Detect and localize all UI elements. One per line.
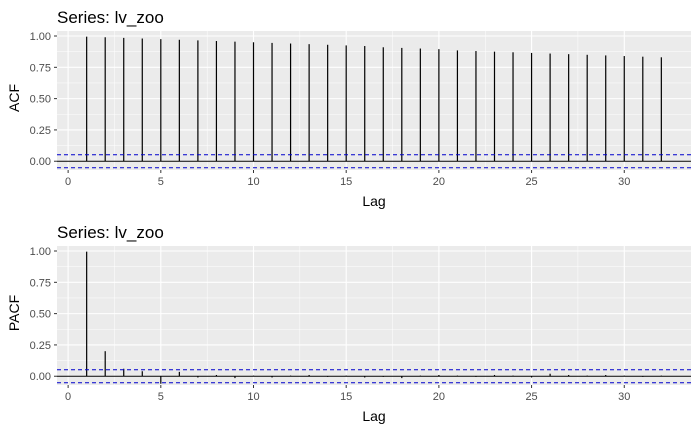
- acf-x-tick-label: 10: [247, 176, 259, 188]
- pacf-x-axis-label: Lag: [362, 408, 385, 424]
- pacf-y-tick-label: 0.00: [30, 371, 51, 383]
- acf-x-tick-label: 5: [158, 176, 164, 188]
- pacf-x-tick-label: 20: [433, 391, 445, 403]
- acf-x-tick-label: 30: [618, 176, 630, 188]
- acf-x-tick-label: 25: [525, 176, 537, 188]
- acf-x-tick-label: 0: [65, 176, 71, 188]
- acf-y-tick-label: 1.00: [30, 31, 51, 43]
- acf-x-axis-label: Lag: [362, 193, 385, 209]
- acf-y-tick-label: 0.00: [30, 156, 51, 168]
- acf-y-tick-label: 0.75: [30, 62, 51, 74]
- acf-plot: Series: lv_zoo Lag ACF 0.00 0.25 0.50 0.75 1…: [6, 8, 691, 209]
- pacf-y-axis-label: PACF: [6, 295, 22, 331]
- pacf-x-tick-label: 5: [158, 391, 164, 403]
- pacf-y-tick-label: 0.25: [30, 340, 51, 352]
- acf-plot-title: Series: lv_zoo: [57, 8, 164, 27]
- pacf-y-tick-label: 1.00: [30, 246, 51, 258]
- pacf-plot: Series: lv_zoo Lag PACF 0.00 0.25 0.50 0.75…: [6, 223, 691, 424]
- acf-y-axis-label: ACF: [6, 84, 22, 112]
- acf-y-tick-label: 0.50: [30, 94, 51, 106]
- pacf-x-tick-label: 0: [65, 391, 71, 403]
- pacf-y-tick-label: 0.50: [30, 309, 51, 321]
- pacf-panel-background: [57, 246, 691, 385]
- acf-panel-background: [57, 31, 691, 170]
- pacf-x-tick-label: 15: [340, 391, 352, 403]
- acf-y-tick-label: 0.25: [30, 125, 51, 137]
- pacf-x-tick-label: 10: [247, 391, 259, 403]
- pacf-y-tick-label: 0.75: [30, 277, 51, 289]
- pacf-x-tick-label: 30: [618, 391, 630, 403]
- pacf-plot-title: Series: lv_zoo: [57, 223, 164, 242]
- pacf-x-tick-label: 25: [525, 391, 537, 403]
- acf-x-tick-label: 20: [433, 176, 445, 188]
- acf-x-tick-label: 15: [340, 176, 352, 188]
